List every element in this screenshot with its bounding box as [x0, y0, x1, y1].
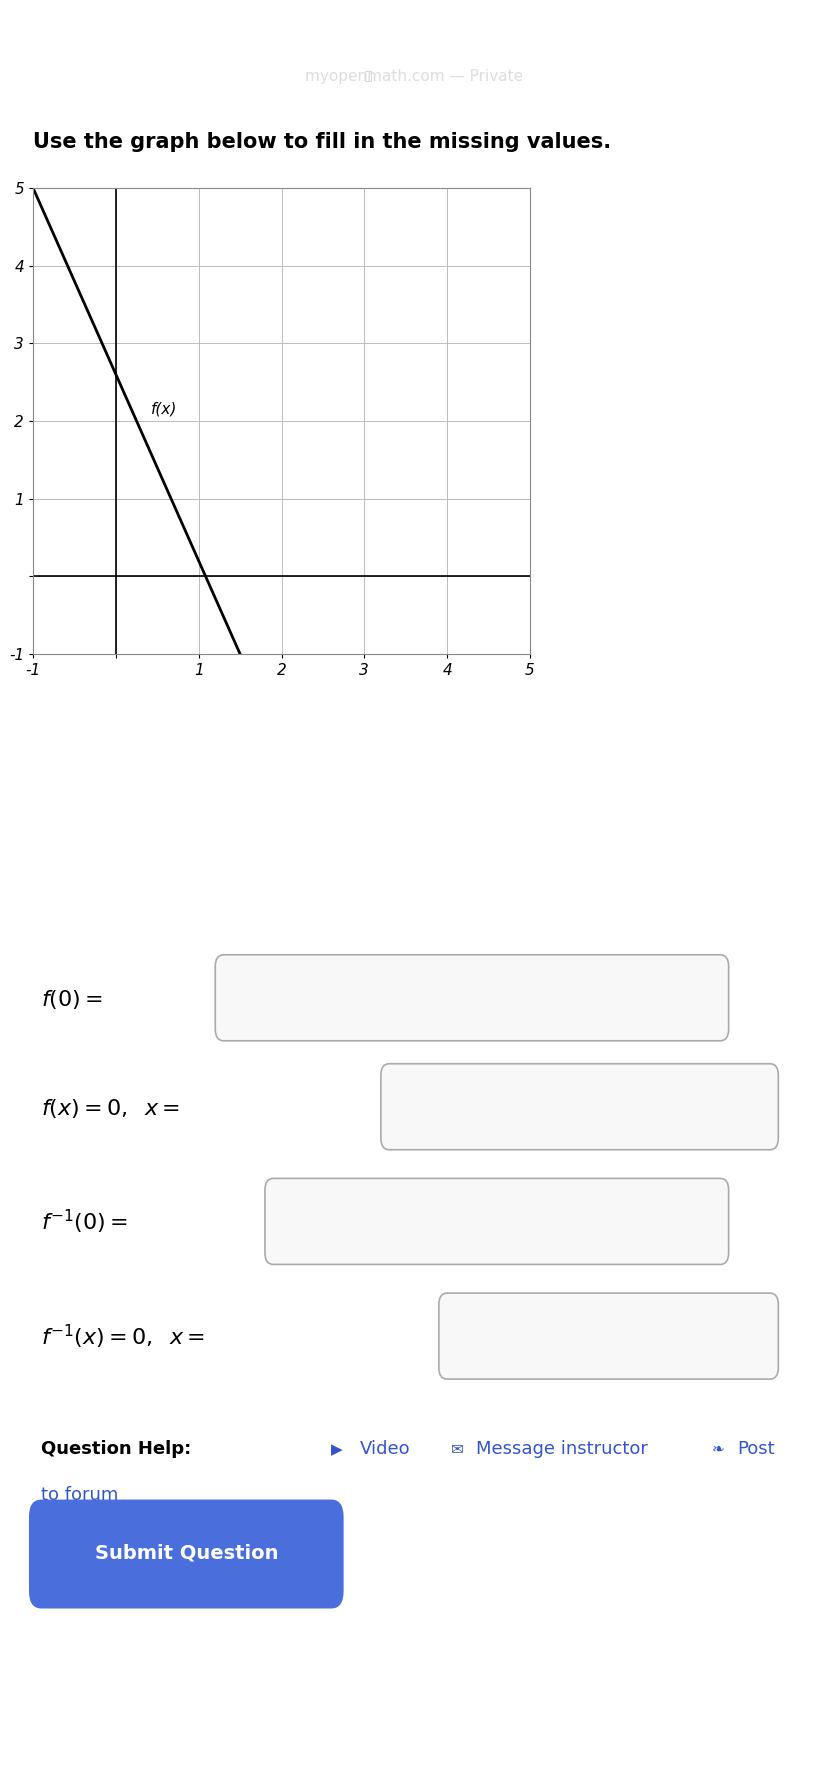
- Text: ◕: ◕: [707, 34, 724, 54]
- Text: Video: Video: [360, 1439, 410, 1457]
- Text: ▶: ▶: [331, 1443, 342, 1457]
- Text: Post: Post: [736, 1439, 773, 1457]
- FancyBboxPatch shape: [438, 1294, 777, 1380]
- Text: ❧: ❧: [711, 1443, 724, 1457]
- FancyBboxPatch shape: [29, 1500, 343, 1609]
- Text: ▃▅▇: ▃▅▇: [645, 36, 686, 54]
- Text: Submit Question: Submit Question: [94, 1543, 278, 1563]
- Text: $f(0) =$: $f(0) =$: [41, 989, 103, 1011]
- Text: Question Help:: Question Help:: [41, 1439, 191, 1457]
- Text: ✉: ✉: [451, 1443, 463, 1457]
- Text: $f^{-1}(0) =$: $f^{-1}(0) =$: [41, 1208, 128, 1236]
- Text: ▭: ▭: [761, 34, 779, 54]
- Text: to forum: to forum: [41, 1486, 118, 1503]
- Text: 11:32: 11:32: [50, 38, 129, 61]
- FancyBboxPatch shape: [265, 1179, 728, 1265]
- Text: myopenmath.com — Private: myopenmath.com — Private: [304, 70, 523, 84]
- FancyBboxPatch shape: [380, 1064, 777, 1150]
- Text: 🔒: 🔒: [364, 70, 371, 84]
- FancyBboxPatch shape: [215, 955, 728, 1041]
- Text: $f(x) = 0, \;\; x =$: $f(x) = 0, \;\; x =$: [41, 1097, 180, 1120]
- Text: $f^{-1}(x) = 0, \;\; x =$: $f^{-1}(x) = 0, \;\; x =$: [41, 1322, 205, 1351]
- Text: Message instructor: Message instructor: [476, 1439, 648, 1457]
- Text: f(x): f(x): [151, 401, 177, 416]
- Text: Use the graph below to fill in the missing values.: Use the graph below to fill in the missi…: [33, 131, 610, 152]
